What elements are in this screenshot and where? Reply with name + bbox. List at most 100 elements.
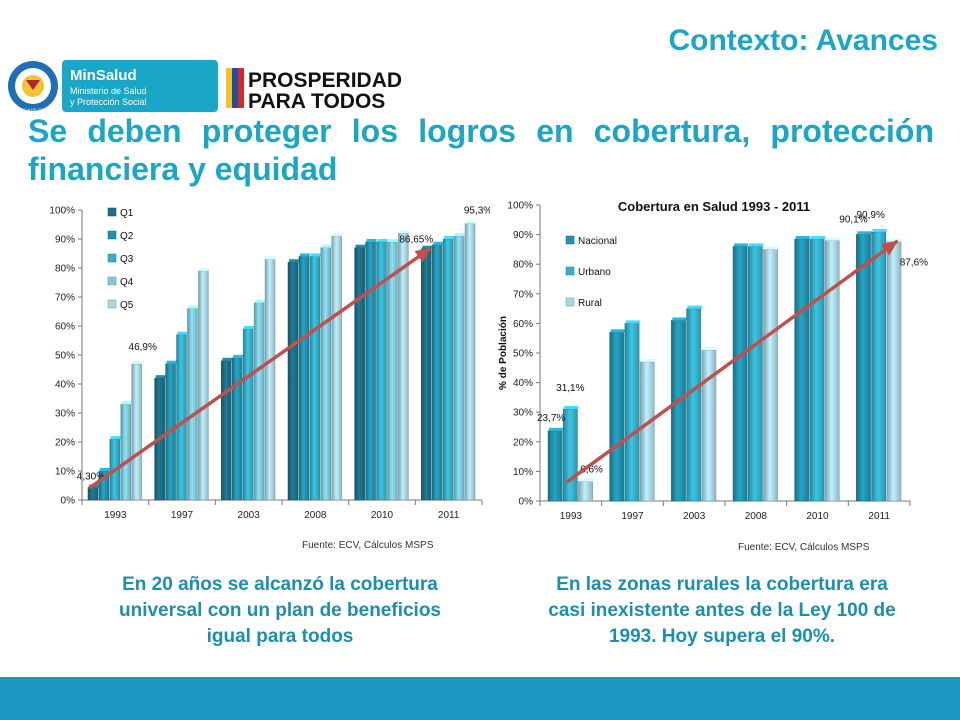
bar-top-q1-2003: [222, 357, 233, 361]
bar-top-q5-1993: [132, 360, 143, 364]
bar-q5-1997: [198, 270, 209, 501]
trend-arrow-line: [88, 246, 432, 490]
legend-swatch-q1: [107, 207, 117, 217]
x-tick-label: 2010: [806, 511, 829, 522]
data-label: 23,7%: [537, 413, 565, 424]
x-tick-label: 2003: [238, 510, 261, 521]
legend-swatch-rural: [565, 297, 575, 307]
bar-top-urbano-2008: [749, 243, 764, 247]
y-axis-label: % de Población: [498, 316, 509, 390]
x-tick-label: 2010: [371, 510, 394, 521]
bar-urbano-1993: [562, 408, 578, 502]
minsalud-name: MinSalud: [70, 67, 137, 84]
bar-top-q5-2011: [466, 220, 476, 224]
health-coverage-chart: Cobertura en Salud 1993 - 2011 % de Pobla…: [498, 199, 928, 553]
bar-top-q4-1993: [121, 401, 132, 405]
caption-left: En 20 años se alcanzó la cobertura unive…: [60, 572, 500, 650]
y-tick-label: 40%: [513, 378, 533, 389]
bar-top-q4-2003: [255, 299, 266, 303]
bar-nacional-2011: [856, 234, 871, 502]
data-label: 90,9%: [856, 210, 884, 221]
bar-top-urbano-1997: [625, 320, 641, 324]
bar-top-nacional-1993: [549, 427, 564, 431]
bar-q3-2008: [309, 256, 321, 501]
bar-top-q4-2008: [321, 244, 332, 248]
bar-nacional-2008: [732, 246, 748, 502]
bar-urbano-1997: [624, 323, 640, 502]
bar-top-rural-1997: [641, 358, 656, 362]
y-tick-label: 10%: [513, 467, 533, 478]
minsalud-sub2: y Protección Social: [70, 97, 147, 107]
bar-q1-2011: [421, 248, 432, 501]
bar-top-q4-2010: [388, 238, 399, 242]
y-tick-label: 50%: [55, 351, 75, 362]
prosperidad-line1: PROSPERIDAD: [248, 69, 402, 92]
y-tick-label: 80%: [55, 264, 75, 275]
data-label: 4,30%: [77, 472, 105, 483]
y-tick-label: 50%: [513, 349, 533, 360]
bar-rural-2003: [701, 349, 717, 502]
bar-top-nacional-2011: [857, 231, 872, 235]
bar-top-nacional-2010: [795, 236, 810, 240]
bar-nacional-2010: [794, 238, 810, 502]
bar-top-q2-2010: [366, 238, 377, 242]
bar-top-urbano-2010: [810, 236, 826, 240]
y-tick-label: 100%: [507, 201, 533, 212]
bar-q4-2010: [387, 241, 398, 501]
data-label: 86,65%: [399, 235, 433, 246]
x-tick-label: 1993: [104, 510, 127, 521]
x-tick-label: 2003: [683, 511, 706, 522]
bar-top-rural-2010: [826, 237, 841, 241]
bar-q3-2011: [442, 238, 454, 501]
bar-q4-1993: [120, 404, 131, 501]
bar-q1-2003: [221, 360, 232, 501]
legend-label-q5: Q5: [120, 300, 134, 311]
bar-q1-2010: [354, 247, 365, 501]
trend-arrow-head: [414, 247, 432, 263]
legend-label-q1: Q1: [120, 208, 134, 219]
caption-left-line2: universal con un plan de beneficios: [118, 600, 442, 621]
bar-rural-1997: [639, 361, 655, 502]
caption-right: En las zonas rurales la cobertura era ca…: [502, 572, 942, 650]
bar-top-q1-1997: [155, 375, 166, 379]
legend-label-q4: Q4: [120, 277, 134, 288]
bar-urbano-2010: [809, 238, 825, 502]
logos: REPÚBLICA DE COLOMBIA MinSalud Ministeri…: [7, 60, 402, 113]
y-tick-label: 90%: [55, 235, 75, 246]
bar-top-q1-2008: [289, 259, 299, 263]
y-tick-label: 60%: [55, 322, 75, 333]
caption-right-line1: En las zonas rurales la cobertura era: [556, 574, 888, 595]
y-tick-label: 70%: [513, 289, 533, 300]
bar-rural-2008: [763, 249, 778, 502]
bar-q1-1993: [87, 487, 99, 501]
bar-top-q2-2003: [233, 354, 244, 358]
trend-arrow-line: [566, 239, 899, 484]
bar-top-q1-2011: [422, 245, 433, 249]
legend-label-q3: Q3: [120, 254, 134, 265]
bar-urbano-2008: [747, 246, 763, 502]
bar-top-urbano-2003: [687, 305, 702, 309]
bar-q2-2011: [432, 244, 443, 501]
bar-top-rural-2003: [702, 347, 717, 351]
bar-nacional-2003: [671, 320, 686, 502]
bar-q5-2010: [398, 232, 409, 501]
bar-top-nacional-2003: [672, 317, 687, 321]
x-tick-label: 1993: [560, 511, 583, 522]
seal-text: REPÚBLICA DE COLOMBIA: [7, 107, 59, 112]
bar-top-q1-2010: [355, 244, 366, 248]
x-tick-label: 2011: [868, 511, 890, 522]
caption-right-line2: casi inexistente antes de la Ley 100 de: [548, 600, 896, 621]
x-tick-label: 2011: [438, 510, 460, 521]
y-tick-label: 70%: [55, 293, 75, 304]
bar-q2-2010: [365, 241, 376, 501]
legend: Q1 Q2 Q3 Q4 Q5: [107, 207, 134, 311]
prosperidad-logo: PROSPERIDAD PARA TODOS: [226, 68, 402, 113]
minsalud-logo: MinSalud Ministerio de Salud y Protecció…: [62, 60, 218, 112]
bar-urbano-2011: [871, 231, 887, 502]
data-label: 46,9%: [129, 342, 157, 353]
bar-top-q2-1993: [99, 468, 110, 471]
bar-top-q2-2011: [433, 241, 444, 245]
caption-left-line1: En 20 años se alcanzó la cobertura: [122, 574, 438, 595]
minsalud-sub1: Ministerio de Salud: [70, 86, 147, 96]
bar-top-q5-2008: [332, 233, 343, 237]
